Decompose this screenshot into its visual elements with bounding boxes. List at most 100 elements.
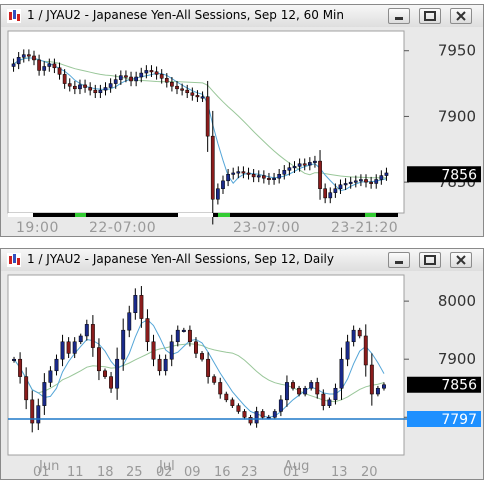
candle bbox=[277, 174, 282, 179]
candle bbox=[134, 76, 138, 82]
chart-window-60min[interactable]: 1 / JYAU2 - Japanese Yen-All Sessions, S… bbox=[0, 4, 484, 237]
candle bbox=[315, 382, 320, 395]
candle bbox=[345, 341, 350, 360]
minimize-button[interactable] bbox=[388, 252, 410, 268]
candle bbox=[353, 180, 358, 183]
candle bbox=[375, 387, 380, 395]
candle bbox=[154, 71, 159, 75]
month-label: Aug bbox=[284, 459, 309, 474]
candle bbox=[164, 78, 169, 83]
close-button[interactable] bbox=[450, 8, 472, 24]
session-marker bbox=[365, 213, 376, 217]
candle bbox=[60, 341, 65, 360]
candle bbox=[210, 135, 215, 200]
last-price-tag bbox=[407, 166, 481, 183]
candle bbox=[359, 179, 363, 182]
candle bbox=[241, 171, 246, 174]
candle bbox=[195, 95, 200, 98]
candle bbox=[30, 399, 35, 424]
candle bbox=[113, 79, 118, 84]
candle bbox=[47, 63, 52, 67]
restore-button[interactable] bbox=[419, 8, 441, 24]
candle bbox=[323, 188, 327, 199]
candle bbox=[12, 358, 16, 361]
y-tick-label: 7900 bbox=[438, 107, 476, 125]
x-tick-label: 19:00 bbox=[16, 220, 59, 236]
candle bbox=[54, 358, 59, 372]
candle bbox=[282, 170, 287, 175]
day-label: 13 bbox=[331, 465, 348, 479]
candle bbox=[181, 329, 186, 332]
candle bbox=[175, 85, 179, 90]
candle bbox=[121, 329, 126, 360]
candle bbox=[187, 329, 192, 343]
candle bbox=[133, 295, 138, 313]
session-marker bbox=[218, 213, 230, 217]
candle bbox=[369, 181, 373, 184]
chart-window-daily[interactable]: 1 / JYAU2 - Japanese Yen-All Sessions, S… bbox=[0, 248, 484, 480]
candle bbox=[307, 162, 312, 166]
candle bbox=[272, 411, 277, 418]
candle bbox=[175, 329, 180, 343]
candle bbox=[190, 92, 195, 96]
candle bbox=[242, 411, 247, 418]
candle bbox=[364, 179, 368, 183]
restore-icon bbox=[424, 255, 436, 265]
candle bbox=[272, 177, 276, 180]
candle bbox=[327, 399, 332, 406]
candle bbox=[11, 63, 16, 67]
chart-app-icon bbox=[7, 9, 21, 23]
candle bbox=[333, 387, 338, 401]
candle bbox=[348, 181, 353, 184]
day-label: 09 bbox=[184, 465, 201, 479]
day-label: 23 bbox=[241, 465, 258, 479]
candle bbox=[62, 74, 67, 84]
candle bbox=[169, 341, 174, 360]
candle bbox=[96, 347, 101, 372]
candle bbox=[302, 163, 307, 166]
candle bbox=[262, 175, 266, 179]
candle bbox=[309, 382, 314, 389]
last-price-label: 7856 bbox=[441, 378, 477, 394]
candle bbox=[200, 96, 205, 99]
candle bbox=[103, 87, 108, 91]
candle bbox=[139, 72, 144, 78]
candle bbox=[124, 75, 128, 78]
candle bbox=[318, 160, 322, 189]
day-label: 20 bbox=[361, 465, 378, 479]
moving-average-fast bbox=[13, 57, 387, 192]
candle bbox=[251, 174, 256, 178]
candle bbox=[339, 358, 344, 389]
candle bbox=[226, 174, 230, 182]
candle bbox=[221, 180, 225, 189]
candle bbox=[16, 57, 21, 65]
candle bbox=[139, 295, 144, 319]
candle bbox=[236, 171, 241, 174]
restore-button[interactable] bbox=[419, 252, 441, 268]
minimize-button[interactable] bbox=[388, 8, 410, 24]
candle bbox=[297, 163, 302, 167]
candle bbox=[260, 411, 265, 418]
price-chart-60min[interactable]: 795079007850785619:0022-07:0023-07:0023-… bbox=[1, 28, 483, 236]
candle bbox=[216, 188, 220, 200]
day-label: 02 bbox=[156, 465, 173, 479]
window-titlebar[interactable]: 1 / JYAU2 - Japanese Yen-All Sessions, S… bbox=[1, 249, 483, 271]
last-price-label: 7856 bbox=[441, 167, 477, 183]
chart-app-icon bbox=[7, 253, 21, 267]
restore-icon bbox=[424, 11, 436, 21]
candle bbox=[157, 358, 162, 372]
candle bbox=[115, 358, 120, 389]
candle bbox=[145, 318, 150, 343]
candle bbox=[98, 89, 103, 94]
day-label: 18 bbox=[97, 465, 114, 479]
candle bbox=[129, 76, 133, 82]
candle bbox=[284, 382, 289, 401]
candle bbox=[24, 376, 29, 401]
close-button[interactable] bbox=[450, 252, 472, 268]
candle bbox=[205, 96, 210, 137]
candle bbox=[42, 382, 47, 406]
window-titlebar[interactable]: 1 / JYAU2 - Japanese Yen-All Sessions, S… bbox=[1, 5, 483, 27]
x-tick-label: 23-21:20 bbox=[331, 220, 398, 236]
candle bbox=[180, 88, 184, 91]
